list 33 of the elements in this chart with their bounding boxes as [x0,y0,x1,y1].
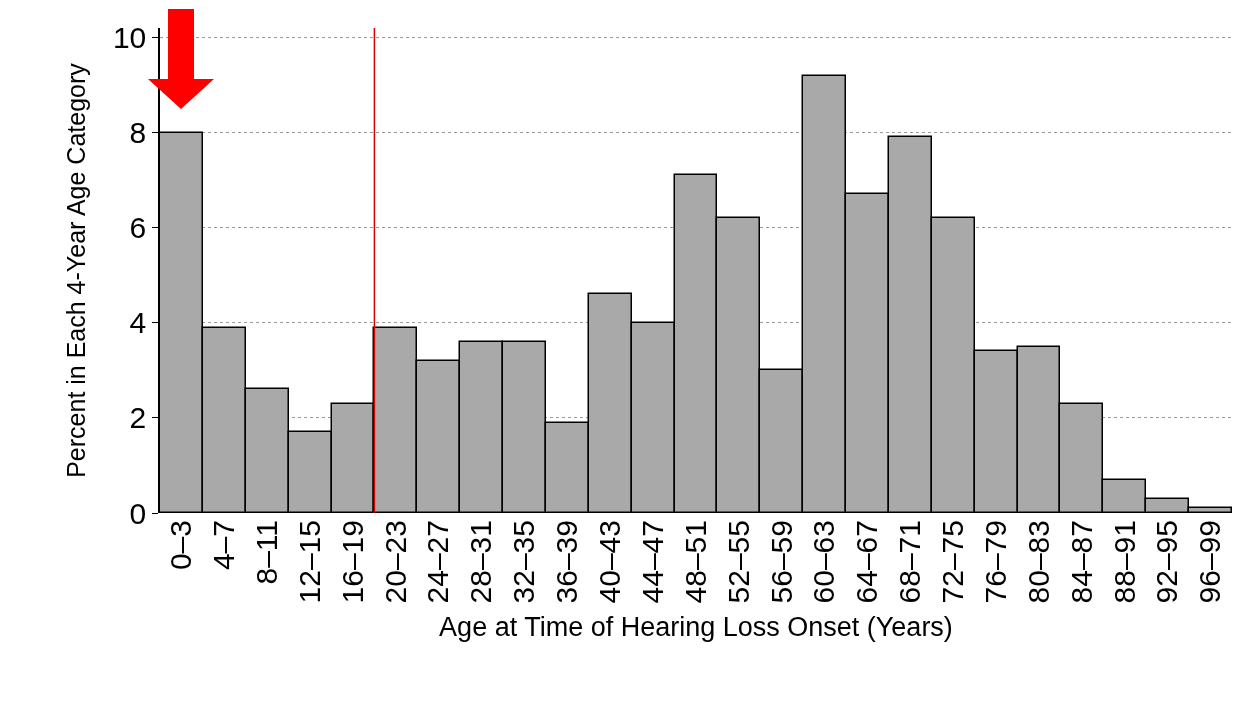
y-tick-label: 2 [129,401,147,435]
y-tick-label: 0 [129,496,147,530]
x-tick-label: 68–71 [893,520,927,604]
x-tick-label: 80–83 [1021,520,1055,604]
x-tick-label: 32–35 [507,520,541,604]
y-axis-title: Percent in Each 4-Year Age Category [62,62,91,478]
x-axis-title: Age at Time of Hearing Loss Onset (Years) [439,611,953,642]
x-tick-label: 4–7 [207,520,241,571]
x-tick-label: 96–99 [1193,520,1227,604]
x-tick-label: 64–67 [850,520,884,604]
x-tick-label: 12–15 [292,520,326,604]
x-tick-label: 56–59 [764,520,798,604]
x-tick-label: 28–31 [464,520,498,604]
x-tick-label: 0–3 [164,520,198,571]
x-tick-label: 20–23 [378,520,412,604]
x-tick-label: 88–91 [1107,520,1141,604]
y-tick-label: 10 [112,21,147,55]
x-tick-label: 40–43 [592,520,626,604]
y-tick-label: 6 [129,211,147,245]
x-tick-label: 44–47 [635,520,669,604]
x-tick-label: 60–63 [807,520,841,604]
y-tick-label: 4 [129,306,147,340]
x-tick-label: 72–75 [936,520,970,604]
x-tick-label: 92–95 [1150,520,1184,604]
x-tick-label: 8–11 [249,520,283,585]
x-tick-label: 48–51 [678,520,712,604]
x-tick-label: 76–79 [978,520,1012,604]
x-tick-label: 36–39 [550,520,584,604]
x-tick-label: 16–19 [335,520,369,604]
x-tick-label: 24–27 [421,520,455,604]
x-tick-label: 52–55 [721,520,755,604]
x-tick-label: 84–87 [1064,520,1098,604]
y-tick-label: 8 [129,116,147,150]
